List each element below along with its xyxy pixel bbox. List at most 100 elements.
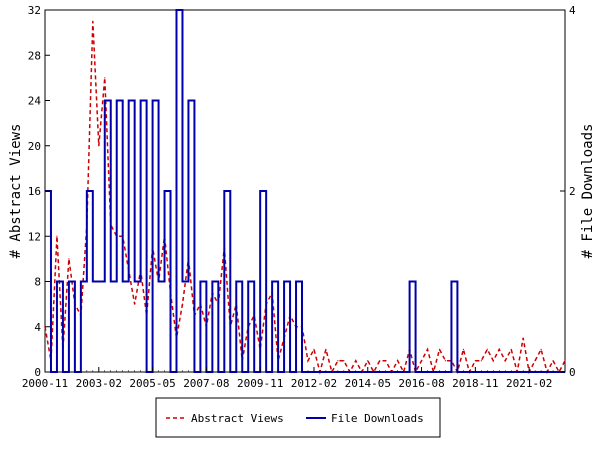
x-tick-label: 2009-11 [237,377,283,390]
x-tick-label: 2012-02 [291,377,337,390]
data-point-abstract-views [510,348,512,350]
y-axis-left-title: # Abstract Views [8,124,24,259]
y-axis-right-title: # File Downloads [580,124,596,259]
data-point-file-downloads [163,190,166,192]
y-left-tick-label: 32 [28,4,41,17]
data-point-file-downloads [259,190,261,192]
y-left-tick-label: 20 [28,140,41,153]
data-point-file-downloads [175,9,178,11]
data-point-abstract-views [104,77,106,79]
data-point-abstract-views [438,348,441,350]
x-tick-label: 2000-11 [22,377,68,390]
data-point-abstract-views [444,360,447,362]
data-point-abstract-views [56,235,58,237]
data-point-file-downloads [98,280,100,283]
data-point-file-downloads [68,280,70,283]
y-left-tick-label: 16 [28,185,41,198]
data-point-abstract-views [492,360,494,362]
y-right-tick-label: 2 [569,185,576,198]
legend-box [155,397,441,438]
data-point-file-downloads [86,190,88,192]
x-tick-label: 2014-05 [345,377,391,390]
data-point-abstract-views [92,20,94,22]
data-point-abstract-views [343,360,345,362]
data-point-abstract-views [68,258,70,260]
data-point-file-downloads [408,280,411,283]
y-left-tick-label: 12 [28,230,41,243]
data-point-abstract-views [98,145,100,147]
data-point-file-downloads [104,99,106,102]
y-axis-right: 0 2 4 [560,4,576,379]
data-point-abstract-views [552,360,554,362]
data-point-file-downloads [157,280,160,283]
data-point-abstract-views [498,348,500,350]
data-point-file-downloads [247,280,249,283]
data-point-file-downloads [56,280,58,283]
data-point-abstract-views [367,360,369,362]
data-point-abstract-views [486,348,488,350]
y-left-tick-label: 4 [34,321,41,334]
y-left-tick-label: 24 [28,95,42,108]
data-point-abstract-views [534,360,536,362]
data-point-file-downloads [151,99,154,102]
data-point-file-downloads [295,280,297,283]
data-point-file-downloads [80,280,82,283]
y-right-tick-label: 0 [569,366,576,379]
data-point-file-downloads [199,280,202,283]
data-point-abstract-views [426,348,429,350]
data-point-file-downloads [271,280,273,283]
x-tick-label: 2021-02 [506,377,552,390]
data-point-file-downloads [122,280,124,283]
data-point-abstract-views [522,337,524,339]
data-point-file-downloads [450,280,453,283]
x-tick-label: 2005-05 [129,377,175,390]
x-axis: 2000-11 2003-02 2005-05 2007-08 2009-11 2012-… [22,367,566,390]
data-point-file-downloads [223,190,225,192]
y-right-tick-label: 4 [569,4,576,17]
data-point-abstract-views [474,360,476,362]
data-point-file-downloads [116,99,118,102]
data-point-abstract-views [313,348,315,350]
legend-label-abstract-views: Abstract Views [191,412,284,425]
data-point-file-downloads [283,280,285,283]
data-point-file-downloads [211,280,213,283]
data-point-abstract-views [307,360,309,362]
data-point-file-downloads [187,99,190,102]
data-point-file-downloads [181,280,184,283]
legend-label-file-downloads: File Downloads [331,412,424,425]
x-tick-label: 2003-02 [76,377,122,390]
data-point-abstract-views [397,360,399,362]
data-point-file-downloads [140,99,142,102]
data-point-abstract-views [355,360,357,362]
data-point-abstract-views [480,360,482,362]
series-layer [44,9,566,375]
data-point-abstract-views [181,303,184,305]
data-point-abstract-views [337,360,339,362]
data-point-abstract-views [134,303,136,305]
data-point-file-downloads [235,280,237,283]
y-axis-left: 0 4 8 12 16 20 24 28 32 [28,4,50,379]
y-left-tick-label: 0 [34,366,41,379]
x-tick-label: 2007-08 [183,377,229,390]
data-point-abstract-views [325,348,327,350]
data-point-file-downloads [92,280,94,283]
x-tick-label: 2018-11 [452,377,498,390]
data-point-abstract-views [564,360,566,362]
data-point-abstract-views [504,360,506,362]
series-line-abstract-views [44,21,566,375]
data-point-abstract-views [379,360,381,362]
data-point-abstract-views [462,348,464,350]
legend: Abstract Views File Downloads [155,397,441,438]
y-left-tick-label: 28 [28,49,41,62]
data-point-file-downloads [110,280,112,283]
series-line-file-downloads [45,9,565,373]
y-left-tick-label: 8 [34,276,41,289]
data-point-abstract-views [540,348,542,350]
data-point-file-downloads [134,280,136,283]
data-point-file-downloads [128,99,130,102]
x-tick-label: 2016-08 [398,377,444,390]
data-point-abstract-views [385,360,387,362]
data-point-abstract-views [420,360,423,362]
